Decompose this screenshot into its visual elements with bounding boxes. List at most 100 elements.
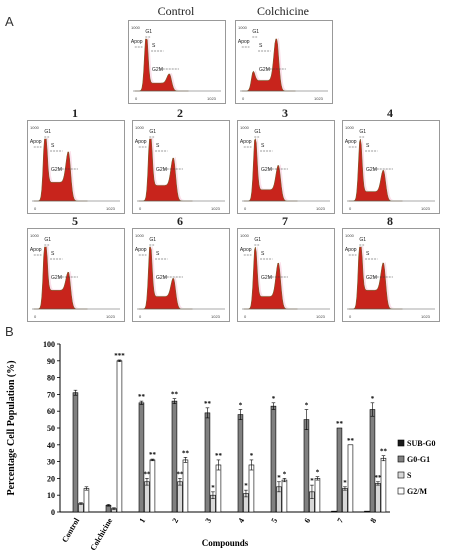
gate-label: G1 (254, 237, 261, 243)
histogram-axis-start: 0 (34, 314, 37, 319)
histogram-axis-top: 1000 (238, 25, 248, 30)
histogram-axis-start: 0 (244, 206, 247, 211)
gate-label: G1 (359, 129, 366, 135)
legend-label: S (407, 471, 412, 480)
gate-label: G2M (261, 167, 272, 173)
gate-label: G1 (44, 129, 51, 135)
significance-stars: * (277, 474, 281, 482)
gate-label: G1 (149, 237, 156, 243)
histogram-title: 8 (387, 214, 393, 228)
histogram-area (134, 38, 189, 92)
x-tick-label: Control (60, 516, 81, 544)
significance-stars: * (371, 395, 375, 403)
y-tick-label: 50 (47, 424, 55, 433)
gate-label: S (366, 251, 370, 257)
gate-label: S (152, 43, 156, 49)
histogram-title: 7 (282, 214, 288, 228)
bar (138, 402, 145, 513)
bar (78, 503, 84, 513)
significance-stars: ** (171, 391, 179, 399)
bar (369, 409, 376, 513)
histogram-plot: Apop G1 S G2M 0 1023 1000 (237, 228, 335, 322)
legend-swatch (397, 487, 405, 495)
significance-stars: * (343, 479, 347, 487)
gate-label: Apop (30, 139, 42, 145)
y-tick-label: 0 (51, 508, 55, 517)
gate-label: G2M (51, 275, 62, 281)
significance-stars: ** (149, 451, 157, 459)
bar (364, 510, 370, 513)
histogram-plot: Apop G1 S G2M 0 1023 1000 (128, 20, 226, 104)
gate-label: S (261, 251, 265, 257)
legend-swatch (397, 455, 405, 463)
gate-label: Apop (30, 247, 42, 253)
histogram-axis-top: 1000 (345, 233, 355, 238)
significance-stars: ** (215, 452, 223, 460)
gate-label: G1 (44, 237, 51, 243)
gate-label: G2M (259, 67, 270, 73)
histogram-axis-top: 1000 (345, 125, 355, 130)
histogram-axis-top: 1000 (240, 125, 250, 130)
x-tick-label: 3 (203, 517, 213, 525)
gate-label: G2M (51, 167, 62, 173)
histogram-axis-end: 1023 (316, 206, 326, 211)
histogram-axis-end: 1023 (207, 96, 217, 101)
histogram-plot: Apop G1 S G2M 0 1023 1000 (27, 228, 125, 322)
histogram-axis-start: 0 (139, 314, 142, 319)
x-tick-label: 5 (269, 517, 279, 525)
histogram-axis-start: 0 (139, 206, 142, 211)
gate-label: Apop (345, 139, 357, 145)
significance-stars: * (316, 469, 320, 477)
bar (116, 360, 123, 513)
x-tick-label: 4 (236, 517, 246, 525)
histogram-axis-top: 1000 (30, 125, 40, 130)
histogram-title: 3 (282, 106, 288, 120)
bar (347, 444, 354, 513)
significance-stars: ** (204, 400, 212, 408)
histogram-axis-end: 1023 (106, 314, 116, 319)
bar (83, 488, 90, 513)
histogram-title: 6 (177, 214, 183, 228)
gate-label: G2M (261, 275, 272, 281)
gate-label: G1 (359, 237, 366, 243)
gate-label: G2M (366, 275, 377, 281)
histogram-axis-end: 1023 (316, 314, 326, 319)
histogram-glow (350, 138, 405, 200)
histogram-axis-end: 1023 (314, 96, 324, 101)
histogram-axis-top: 1000 (135, 125, 145, 130)
histogram-title: Control (157, 4, 195, 18)
bar (149, 459, 156, 513)
histogram-axis-start: 0 (34, 206, 37, 211)
histogram-axis-end: 1023 (106, 206, 116, 211)
histogram-area (241, 38, 296, 92)
histogram-axis-end: 1023 (211, 314, 221, 319)
significance-stars: * (305, 402, 309, 410)
x-tick-label: 6 (302, 517, 312, 525)
bar (72, 392, 79, 513)
bar (281, 479, 288, 513)
gate-label: Apop (131, 39, 143, 45)
x-axis-label: Compounds (202, 538, 249, 548)
significance-stars: * (211, 484, 215, 492)
bar (303, 419, 310, 513)
histogram-title: Colchicine (257, 4, 309, 18)
gate-label: S (51, 143, 55, 149)
gate-label: S (51, 251, 55, 257)
y-tick-label: 20 (47, 474, 55, 483)
histogram-axis-top: 1000 (131, 25, 141, 30)
histogram-plot: Apop G1 S G2M 0 1023 1000 (132, 228, 230, 322)
bar (237, 414, 244, 513)
significance-stars: * (250, 452, 254, 460)
histogram-axis-top: 1000 (30, 233, 40, 238)
bar (177, 481, 183, 513)
legend-label: G0-G1 (407, 455, 430, 464)
histogram-title: 2 (177, 106, 183, 120)
x-tick-label: 1 (137, 517, 147, 525)
x-tick-label: 8 (368, 517, 378, 525)
gate-label: S (156, 143, 160, 149)
gate-label: Apop (238, 39, 250, 45)
significance-stars: *** (114, 352, 125, 360)
histogram-plot: Apop G1 S G2M 0 1023 1000 (237, 120, 335, 214)
gate-label: S (259, 43, 263, 49)
histogram-plot: Apop G1 S G2M 0 1023 1000 (132, 120, 230, 214)
